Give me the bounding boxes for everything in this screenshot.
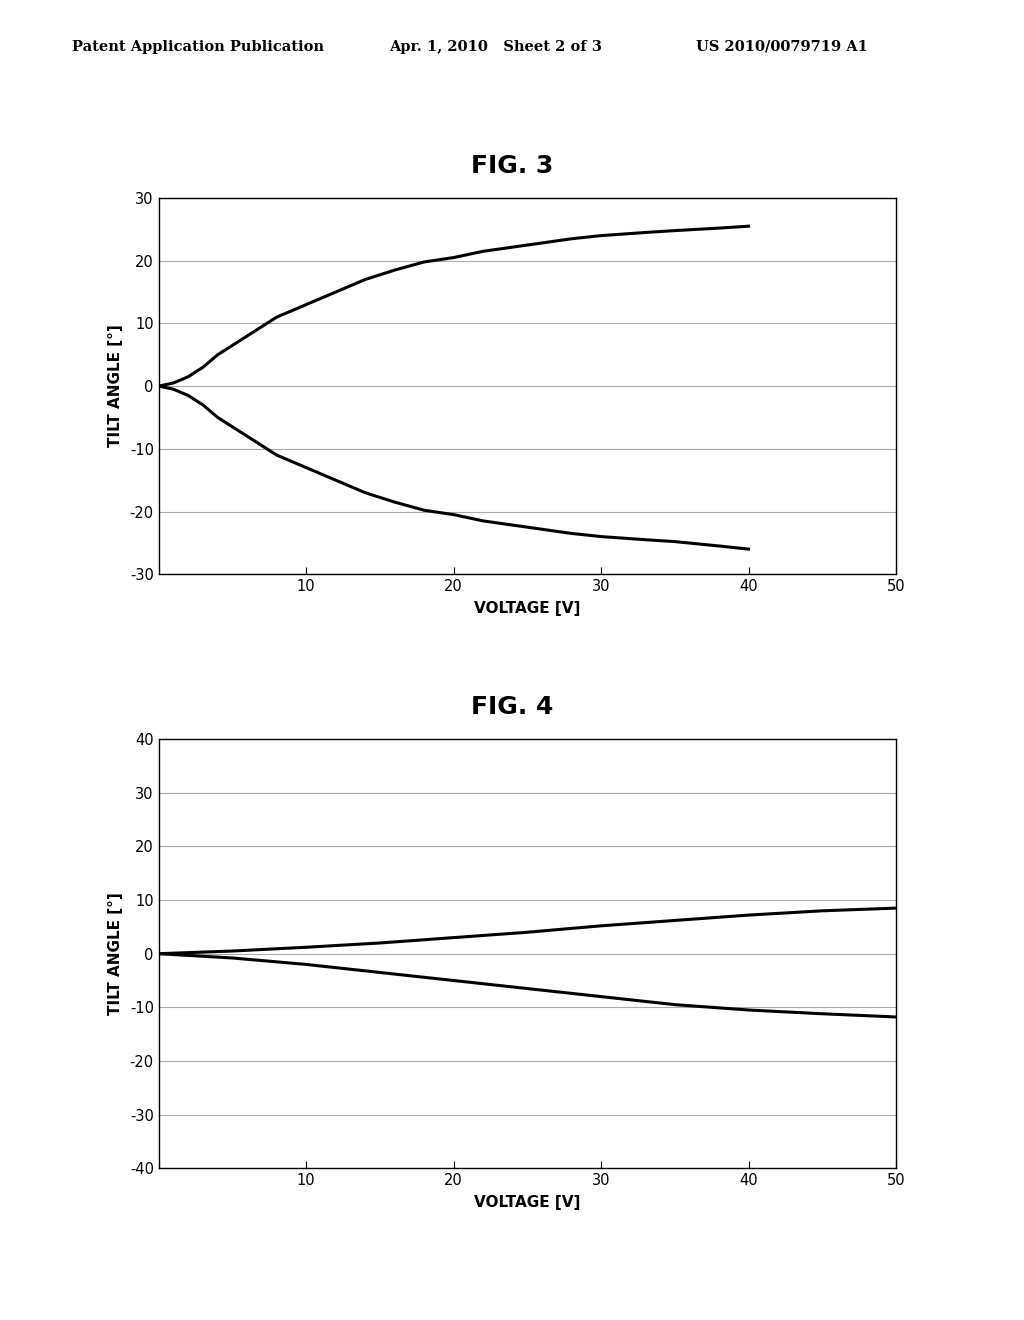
Text: FIG. 4: FIG. 4 (471, 696, 553, 719)
Text: Apr. 1, 2010   Sheet 2 of 3: Apr. 1, 2010 Sheet 2 of 3 (389, 40, 602, 54)
Text: Patent Application Publication: Patent Application Publication (72, 40, 324, 54)
Text: US 2010/0079719 A1: US 2010/0079719 A1 (696, 40, 868, 54)
Text: FIG. 3: FIG. 3 (471, 154, 553, 178)
X-axis label: VOLTAGE [V]: VOLTAGE [V] (474, 1195, 581, 1210)
X-axis label: VOLTAGE [V]: VOLTAGE [V] (474, 601, 581, 616)
Y-axis label: TILT ANGLE [°]: TILT ANGLE [°] (108, 892, 123, 1015)
Y-axis label: TILT ANGLE [°]: TILT ANGLE [°] (108, 325, 123, 447)
